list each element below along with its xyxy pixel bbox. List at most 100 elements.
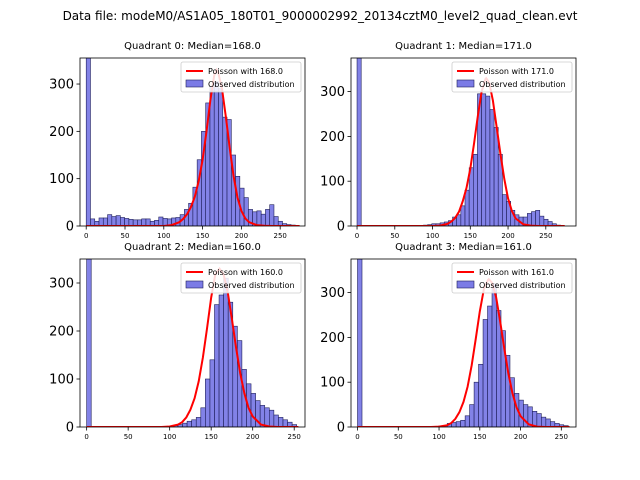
histogram-bar	[213, 81, 219, 226]
x-tick-label: 150	[464, 232, 477, 240]
y-tick-label: 200	[320, 331, 345, 346]
histogram-bar	[356, 58, 362, 226]
legend-observed-label: Observed distribution	[479, 281, 566, 290]
axes-frame	[79, 258, 306, 428]
y-tick-label: 100	[320, 175, 345, 190]
y-tick-label: 100	[49, 172, 74, 187]
x-tick-label: 200	[246, 433, 259, 441]
x-tick-label: 250	[555, 433, 568, 441]
quadrant-1-panel: 0 100 200 300 0 50 100 150 200 250 Quadrant 1: Med…	[320, 41, 577, 240]
y-tick-label: 300	[49, 277, 74, 292]
histogram-bar	[460, 205, 466, 226]
histogram-bar	[195, 417, 202, 427]
histogram-bar	[491, 283, 497, 427]
legend-poisson-label: Poisson with 168.0	[208, 67, 283, 76]
legend-poisson-label: Poisson with 160.0	[208, 268, 283, 277]
panel-title: Quadrant 0: Median=168.0	[124, 41, 261, 52]
legend: Poisson with 161.0 Observed distribution	[451, 262, 573, 294]
legend-poisson-label: Poisson with 171.0	[479, 67, 554, 76]
histogram-bar	[107, 214, 113, 226]
legend-observed-label: Observed distribution	[208, 281, 295, 290]
histogram-bar	[205, 378, 211, 427]
histogram-bar	[214, 304, 220, 427]
histogram-bar	[282, 419, 288, 427]
histogram-bar	[481, 93, 487, 226]
histogram-bar	[265, 209, 270, 226]
y-tick-label: 0	[337, 421, 345, 436]
legend: Poisson with 171.0 Observed distribution	[451, 61, 573, 93]
histogram-bar	[223, 277, 229, 427]
histogram-bar	[456, 214, 462, 226]
poisson-curve	[86, 67, 300, 226]
legend-observed-swatch	[185, 280, 204, 289]
histogram-bar	[186, 420, 192, 427]
histogram-bar	[191, 419, 197, 427]
x-tick-label: 150	[196, 232, 209, 240]
y-tick-label: 200	[49, 325, 74, 340]
legend-observed-label: Observed distribution	[208, 80, 295, 89]
histogram-bar	[120, 217, 125, 226]
x-tick-label: 250	[539, 232, 552, 240]
x-tick-label: 250	[273, 232, 286, 240]
histogram-bar	[218, 294, 224, 427]
histogram-bar	[98, 217, 104, 226]
x-tick-label: 200	[514, 433, 527, 441]
histogram-bar	[85, 58, 91, 226]
legend-observed-swatch	[456, 79, 475, 88]
y-tick-label: 0	[337, 220, 345, 235]
x-tick-label: 150	[473, 433, 486, 441]
panel-title: Quadrant 2: Median=160.0	[124, 242, 261, 253]
x-tick-label: 50	[124, 433, 133, 441]
histogram-bar	[535, 210, 541, 226]
histogram-bar	[482, 319, 488, 427]
legend-poisson-label: Poisson with 161.0	[479, 268, 554, 277]
axes-frame	[350, 57, 577, 227]
histogram-bar	[291, 424, 297, 427]
legend-box	[180, 262, 302, 294]
histogram-bar	[464, 189, 470, 226]
histogram-bar	[460, 419, 466, 427]
legend: Poisson with 160.0 Observed distribution	[180, 262, 302, 294]
x-tick-label: 0	[84, 433, 88, 441]
x-tick-label: 200	[235, 232, 248, 240]
legend-box	[451, 61, 573, 93]
histogram-bar	[141, 218, 147, 226]
histogram-bar	[86, 259, 92, 427]
x-tick-label: 0	[84, 232, 88, 240]
y-tick-label: 0	[66, 421, 74, 436]
x-tick-label: 100	[163, 433, 176, 441]
histogram-bar	[536, 413, 542, 427]
legend-observed-swatch	[456, 280, 475, 289]
histogram-bar	[209, 86, 215, 226]
histogram-bar	[485, 95, 491, 226]
histogram-bar	[539, 215, 545, 226]
x-tick-label: 150	[204, 433, 217, 441]
legend-box	[180, 61, 302, 93]
plot-area	[85, 58, 300, 226]
histogram-bar	[464, 415, 470, 427]
axes-frame	[79, 57, 306, 227]
x-tick-label: 50	[394, 433, 403, 441]
histogram-bar	[90, 218, 96, 226]
histogram-bar	[473, 154, 478, 226]
quadrant-0-panel: 0 100 200 300 0 50 100 150 200 250 Quadrant 0: Med…	[49, 41, 306, 240]
y-tick-label: 0	[66, 220, 74, 235]
histogram-bar	[182, 422, 188, 427]
histogram-bar	[478, 363, 484, 427]
histogram-bar	[543, 218, 549, 226]
x-tick-label: 50	[121, 232, 130, 240]
x-tick-label: 100	[157, 232, 170, 240]
histogram-bar	[256, 210, 262, 226]
histogram-bar	[469, 404, 475, 427]
histogram-bar	[493, 127, 499, 226]
legend-observed-swatch	[185, 79, 204, 88]
histogram-bar	[357, 259, 363, 427]
poisson-curve	[357, 277, 570, 427]
legend: Poisson with 168.0 Observed distribution	[180, 61, 302, 93]
y-tick-label: 200	[49, 125, 74, 140]
histogram-bar	[250, 393, 256, 427]
y-tick-label: 300	[320, 286, 345, 301]
histogram-bar	[278, 417, 284, 427]
histogram-bar	[468, 167, 474, 226]
